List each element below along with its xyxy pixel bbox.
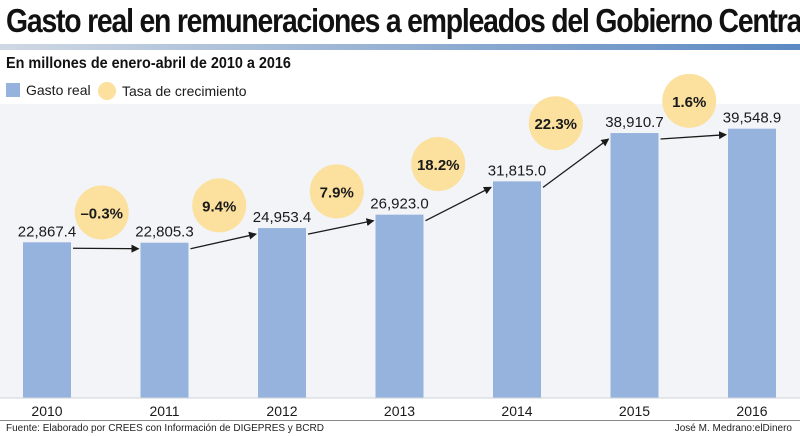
legend-item-tasa: Tasa de crecimiento	[98, 82, 247, 100]
legend-label-tasa: Tasa de crecimiento	[122, 83, 247, 99]
growth-label-2013: 7.9%	[320, 184, 354, 201]
x-tick-2011: 2011	[149, 403, 179, 419]
growth-label-2016: 1.6%	[672, 94, 706, 111]
x-tick-2016: 2016	[736, 403, 767, 419]
value-label-2015: 38,910.7	[605, 114, 663, 131]
value-label-2016: 39,548.9	[723, 110, 781, 127]
legend-item-gasto-real: Gasto real	[6, 82, 91, 98]
growth-circle-2015	[528, 96, 583, 151]
x-tick-2013: 2013	[384, 403, 415, 419]
growth-label-2014: 18.2%	[417, 157, 460, 174]
footer-divider	[0, 420, 800, 421]
bar-2015	[610, 133, 659, 398]
source-note: Fuente: Elaborado por CREES con Informac…	[6, 423, 324, 434]
chart-subtitle: En millones de enero-abril de 2010 a 201…	[6, 55, 291, 72]
bar-2011	[140, 242, 189, 398]
bar-2012	[258, 228, 306, 398]
x-tick-2012: 2012	[266, 403, 297, 419]
legend-label-gasto-real: Gasto real	[26, 82, 91, 98]
value-label-2011: 22,805.3	[135, 224, 193, 241]
chart-title: Gasto real en remuneraciones a empleados…	[6, 2, 800, 39]
growth-label-2012: 9.4%	[202, 198, 236, 215]
growth-circle-2016	[662, 73, 717, 128]
legend-swatch-circle	[98, 82, 116, 100]
growth-label-2011: –0.3%	[80, 205, 123, 222]
growth-circle-2012	[192, 178, 247, 233]
growth-circle-2011	[74, 185, 129, 240]
bar-2016	[728, 128, 776, 398]
growth-arrow-2013	[307, 218, 375, 235]
growth-arrow-2012	[190, 231, 257, 250]
legend-swatch-bar	[6, 83, 20, 97]
growth-circle-2014	[411, 137, 466, 192]
growth-label-2015: 22.3%	[534, 116, 577, 133]
x-tick-2014: 2014	[501, 403, 532, 419]
growth-circle-2013	[309, 164, 364, 219]
credit-note: José M. Medrano:elDinero	[674, 423, 792, 434]
x-tick-2010: 2010	[31, 403, 62, 419]
value-label-2010: 22,867.4	[18, 223, 76, 240]
growth-arrow-2015	[542, 138, 610, 188]
x-tick-2015: 2015	[619, 403, 650, 419]
value-label-2014: 31,815.0	[488, 162, 546, 179]
bar-2013	[375, 214, 424, 398]
value-label-2012: 24,953.4	[253, 209, 311, 226]
bar-2010	[23, 242, 71, 398]
growth-arrow-2014	[425, 186, 492, 222]
title-divider	[0, 44, 800, 50]
growth-arrow-2016	[660, 131, 727, 140]
value-label-2013: 26,923.0	[370, 196, 428, 213]
bar-2014	[493, 181, 541, 398]
